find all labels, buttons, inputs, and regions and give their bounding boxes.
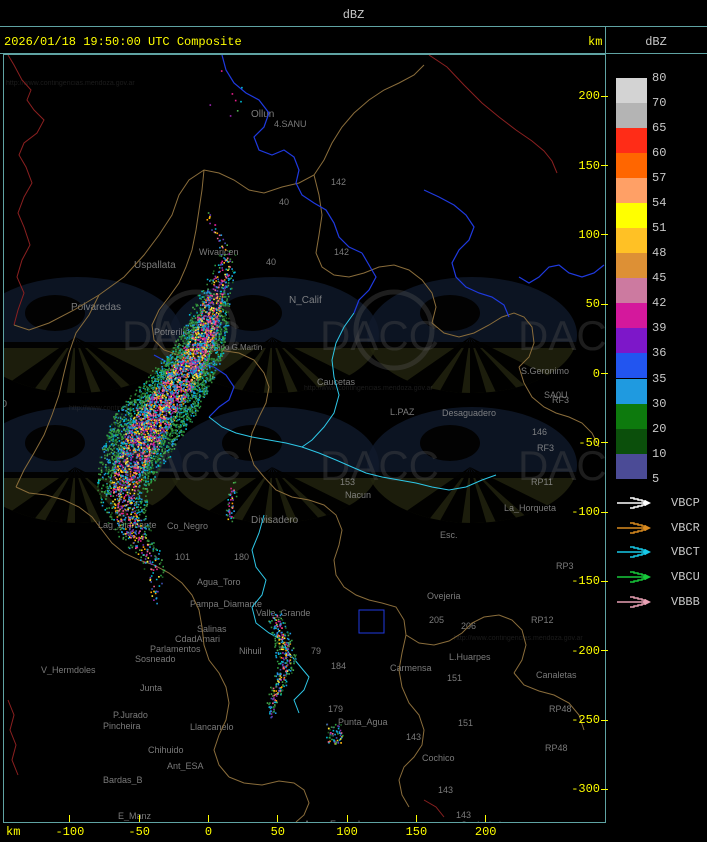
svg-text:S.Geronimo: S.Geronimo [521, 366, 569, 376]
svg-text:DACC: DACC [320, 442, 439, 489]
svg-text:RP11: RP11 [531, 477, 553, 487]
svg-text:Sosneado: Sosneado [135, 654, 176, 664]
svg-text:Nacun: Nacun [345, 490, 371, 500]
svg-text:179: 179 [328, 704, 343, 714]
svg-text:Agua_Toro: Agua_Toro [197, 577, 241, 587]
svg-text:153: 153 [340, 477, 355, 487]
svg-text:205: 205 [429, 615, 444, 625]
svg-text:Carmensa: Carmensa [390, 663, 432, 673]
svg-text:79: 79 [311, 646, 321, 656]
svg-text:Nihuil: Nihuil [239, 646, 262, 656]
svg-text:Santiago: Santiago [4, 395, 7, 410]
svg-text:RP12: RP12 [531, 615, 554, 625]
svg-text:40: 40 [279, 197, 289, 207]
svg-text:Sta.Isabel: Sta.Isabel [461, 820, 501, 822]
svg-text:Wivaricen: Wivaricen [199, 247, 239, 257]
svg-text:E_Manz: E_Manz [118, 811, 152, 821]
svg-text:RF3: RF3 [537, 443, 554, 453]
svg-text:Uspallata: Uspallata [134, 260, 176, 271]
svg-text:CdadAmari: CdadAmari [175, 634, 220, 644]
svg-text:Cochico: Cochico [422, 753, 455, 763]
svg-text:151: 151 [447, 673, 462, 683]
svg-text:La_Horqueta: La_Horqueta [504, 503, 556, 513]
svg-text:143: 143 [456, 810, 471, 820]
svg-text:V_Hermdoles: V_Hermdoles [41, 665, 96, 675]
svg-text:Pincheira: Pincheira [103, 721, 141, 731]
svg-text:Agua_Escond: Agua_Escond [304, 819, 360, 822]
svg-text:143: 143 [438, 785, 453, 795]
svg-text:101: 101 [175, 552, 190, 562]
svg-text:http://www.contingencias.mendo: http://www.contingencias.mendoza.gov.ar [454, 635, 583, 642]
svg-text:RF3: RF3 [552, 395, 569, 405]
svg-text:Chihuido: Chihuido [148, 745, 184, 755]
svg-text:142: 142 [331, 177, 346, 187]
svg-text:DACC: DACC [320, 312, 439, 359]
svg-text:RP3: RP3 [556, 561, 574, 571]
svg-text:Divisadero: Divisadero [251, 515, 299, 526]
svg-text:L.PAZ: L.PAZ [390, 407, 415, 417]
svg-text:146: 146 [532, 427, 547, 437]
svg-text:Parlamentos: Parlamentos [150, 644, 201, 654]
svg-text:Canaletas: Canaletas [536, 670, 577, 680]
svg-text:Ant_ESA: Ant_ESA [167, 761, 204, 771]
svg-text:Llancanelo: Llancanelo [190, 722, 234, 732]
svg-text:180: 180 [234, 552, 249, 562]
svg-text:L.Huarpes: L.Huarpes [449, 652, 491, 662]
svg-text:151: 151 [458, 718, 473, 728]
svg-text:143: 143 [406, 732, 421, 742]
svg-text:RP48: RP48 [545, 743, 568, 753]
svg-text:N_Calif: N_Calif [289, 295, 322, 306]
svg-text:184: 184 [331, 661, 346, 671]
svg-text:RP48: RP48 [549, 704, 572, 714]
svg-text:4.SANU: 4.SANU [274, 119, 307, 129]
svg-text:Esc.: Esc. [440, 530, 458, 540]
svg-text:P.Jurado: P.Jurado [113, 710, 148, 720]
svg-text:Bardas_B: Bardas_B [103, 775, 143, 785]
svg-text:Ovejeria: Ovejeria [427, 591, 461, 601]
svg-text:142: 142 [334, 247, 349, 257]
svg-text:Junta: Junta [140, 683, 162, 693]
svg-text:Punta_Agua: Punta_Agua [338, 717, 388, 727]
svg-text:Co_Negro: Co_Negro [167, 521, 208, 531]
svg-text:40: 40 [266, 257, 276, 267]
svg-text:Desaguadero: Desaguadero [442, 408, 496, 418]
svg-text:Pampa_Diamante: Pampa_Diamante [190, 599, 262, 609]
svg-text:Valle_Grande: Valle_Grande [256, 608, 310, 618]
svg-text:Ollun: Ollun [251, 109, 274, 120]
